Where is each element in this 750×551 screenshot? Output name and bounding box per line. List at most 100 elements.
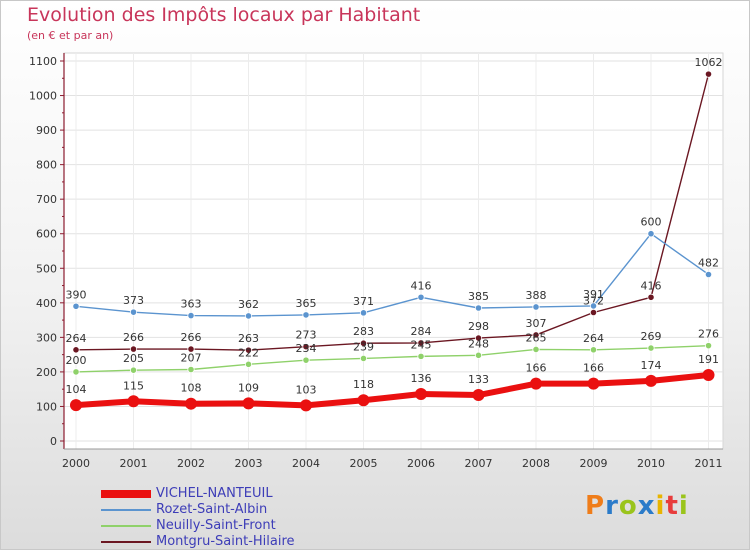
data-point	[185, 397, 197, 410]
data-point	[532, 345, 540, 354]
data-point	[704, 70, 713, 78]
x-tick-label: 2005	[350, 457, 378, 470]
data-point	[589, 308, 598, 317]
x-tick-label: 2011	[695, 457, 723, 470]
data-point	[647, 293, 655, 301]
legend-swatch	[101, 541, 151, 543]
data-label: 108	[181, 382, 202, 395]
data-point	[72, 346, 80, 354]
logo-letter: o	[618, 491, 638, 521]
chart-subtitle: (en € et par an)	[27, 29, 114, 42]
proxiti-logo: Proxiti	[585, 491, 689, 521]
data-label: 222	[238, 346, 259, 359]
legend-label: Neuilly-Saint-Front	[156, 518, 276, 533]
data-label: 115	[123, 379, 144, 392]
data-label: 416	[411, 279, 432, 292]
data-label: 365	[296, 297, 317, 310]
data-label: 266	[181, 331, 202, 344]
y-tick-label: 800	[36, 159, 57, 172]
data-point	[359, 339, 368, 347]
legend-swatch	[101, 525, 151, 527]
y-tick-label: 400	[36, 297, 57, 310]
data-label: 166	[583, 362, 604, 375]
data-label: 200	[66, 354, 87, 367]
data-label: 390	[66, 288, 87, 301]
data-point	[532, 303, 540, 311]
data-point	[359, 309, 368, 317]
y-tick-label: 100	[36, 400, 57, 413]
data-label: 174	[641, 359, 662, 372]
chart-title: Evolution des Impôts locaux par Habitant	[27, 4, 421, 26]
series-line	[75, 344, 709, 373]
y-tick-label: 0	[50, 435, 57, 448]
data-point	[242, 397, 255, 410]
data-label: 388	[526, 289, 547, 302]
data-point	[302, 343, 310, 351]
data-point	[302, 311, 310, 319]
plot-area	[63, 52, 724, 450]
data-point	[72, 302, 80, 310]
logo-letter: r	[605, 491, 619, 521]
data-label: 298	[468, 320, 489, 333]
data-point	[589, 302, 598, 310]
data-point	[647, 344, 655, 352]
data-label: 371	[353, 295, 374, 308]
data-point	[187, 311, 195, 320]
data-point	[589, 346, 598, 354]
data-point	[532, 331, 540, 339]
data-point	[704, 342, 713, 350]
x-tick-label: 2000	[62, 457, 90, 470]
logo-letter: t	[665, 491, 679, 521]
data-point	[129, 366, 138, 374]
data-label: 391	[583, 288, 604, 301]
data-point	[704, 270, 713, 279]
y-tick-label: 1100	[29, 55, 57, 68]
data-point	[359, 354, 368, 363]
data-label: 264	[66, 332, 87, 345]
logo-letter: i	[678, 491, 689, 521]
data-label: 600	[641, 216, 662, 229]
data-point	[127, 395, 140, 408]
data-label: 269	[641, 330, 662, 343]
y-tick-label: 600	[36, 228, 57, 241]
data-label: 133	[468, 373, 489, 386]
data-point	[187, 365, 195, 374]
data-point	[472, 389, 485, 402]
logo-letter: P	[585, 491, 606, 521]
data-label: 248	[468, 337, 489, 350]
data-point	[244, 346, 253, 354]
data-label: 239	[353, 340, 374, 353]
data-label: 103	[296, 383, 317, 396]
data-label: 245	[411, 338, 432, 351]
data-label: 264	[583, 332, 604, 345]
data-label: 109	[238, 381, 259, 394]
data-point	[70, 399, 82, 412]
data-label: 363	[181, 298, 202, 311]
data-label: 263	[238, 332, 259, 345]
x-tick-label: 2010	[637, 457, 665, 470]
data-point	[187, 345, 195, 353]
x-tick-label: 2003	[235, 457, 263, 470]
data-point	[530, 377, 542, 390]
x-tick-label: 2008	[522, 457, 550, 470]
series-line	[75, 73, 710, 351]
data-point	[357, 394, 370, 407]
y-tick-label: 900	[36, 124, 57, 137]
series-line	[75, 372, 709, 409]
data-point	[244, 312, 253, 320]
data-label: 283	[353, 325, 374, 338]
data-label: 307	[526, 317, 547, 330]
data-point	[417, 293, 425, 301]
data-label: 373	[123, 294, 144, 307]
y-tick-label: 500	[36, 262, 57, 275]
data-label: 166	[526, 362, 547, 375]
data-point	[587, 377, 600, 390]
data-label: 265	[526, 331, 547, 344]
data-point	[474, 304, 483, 312]
data-point	[129, 308, 138, 316]
x-tick-label: 2007	[465, 457, 493, 470]
data-label: 207	[181, 351, 202, 364]
legend-swatch	[101, 490, 151, 498]
data-point	[417, 339, 425, 347]
